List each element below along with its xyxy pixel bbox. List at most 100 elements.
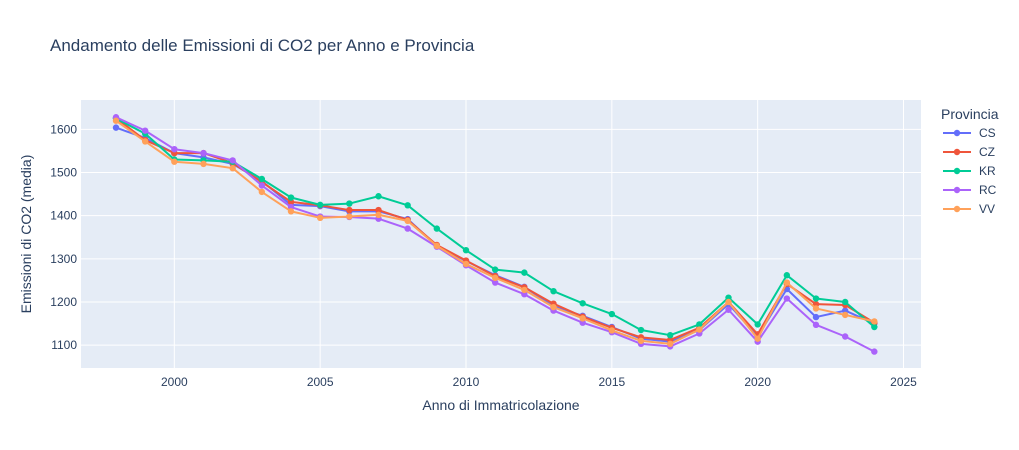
data-point-kr[interactable] (550, 287, 557, 295)
legend-title: Provincia (941, 106, 999, 122)
data-point-rc[interactable] (491, 279, 499, 286)
data-point-vv[interactable] (754, 335, 761, 342)
x-tick-label: 2010 (453, 375, 480, 389)
data-point-rc[interactable] (229, 157, 236, 164)
series-layer (112, 114, 878, 355)
data-point-cz[interactable] (346, 206, 353, 214)
legend-label: CS (979, 126, 996, 140)
data-point-vv[interactable] (229, 164, 236, 172)
data-point-vv[interactable] (491, 274, 499, 281)
data-point-vv[interactable] (841, 311, 849, 319)
data-point-rc[interactable] (841, 333, 849, 340)
data-point-vv[interactable] (375, 211, 382, 218)
gridlines (81, 100, 921, 368)
data-point-vv[interactable] (346, 213, 353, 220)
data-point-vv[interactable] (112, 117, 120, 124)
data-point-kr[interactable] (608, 310, 616, 318)
x-axis-ticks: 2000 2005 2010 2015 2020 2025 (161, 375, 917, 389)
data-point-kr[interactable] (462, 246, 470, 254)
legend-item-kr[interactable]: KR (943, 164, 996, 178)
x-axis-title: Anno di Immatricolazione (422, 397, 579, 413)
data-point-rc[interactable] (783, 295, 791, 302)
x-tick-label: 2015 (598, 375, 625, 389)
plot-area (81, 100, 921, 368)
data-point-kr[interactable] (637, 326, 645, 334)
legend-item-rc[interactable]: RC (943, 183, 997, 197)
data-point-kr[interactable] (696, 321, 703, 328)
data-point-vv[interactable] (462, 260, 470, 268)
legend-marker (953, 205, 961, 213)
y-tick-label: 1300 (50, 252, 77, 266)
data-point-kr[interactable] (666, 332, 674, 339)
data-point-kr[interactable] (491, 266, 499, 273)
data-point-kr[interactable] (404, 202, 411, 209)
data-point-vv[interactable] (171, 158, 178, 165)
legend-label: CZ (979, 145, 995, 159)
data-point-kr[interactable] (316, 201, 324, 209)
data-point-vv[interactable] (637, 337, 645, 345)
data-point-rc[interactable] (200, 149, 207, 157)
data-point-kr[interactable] (812, 295, 820, 302)
y-tick-label: 1600 (50, 122, 77, 136)
chart-title: Andamento delle Emissioni di CO2 per Ann… (50, 36, 475, 55)
data-point-vv[interactable] (871, 318, 878, 325)
data-point-kr[interactable] (346, 200, 353, 207)
data-point-rc[interactable] (258, 182, 266, 189)
legend-label: VV (979, 202, 995, 216)
legend-marker (953, 167, 961, 175)
data-point-vv[interactable] (666, 340, 674, 348)
data-point-vv[interactable] (141, 138, 149, 145)
data-point-rc[interactable] (812, 321, 820, 329)
data-point-vv[interactable] (200, 160, 207, 168)
data-point-cs[interactable] (812, 313, 820, 321)
data-point-kr[interactable] (783, 272, 791, 279)
y-tick-label: 1200 (50, 295, 77, 309)
x-tick-label: 2020 (744, 375, 771, 389)
data-point-vv[interactable] (521, 286, 528, 294)
y-axis-ticks: 1100 1200 1300 1400 1500 1600 (50, 122, 77, 352)
data-point-vv[interactable] (812, 305, 820, 312)
data-point-vv[interactable] (696, 326, 703, 333)
data-point-kr[interactable] (579, 300, 586, 307)
data-point-rc[interactable] (171, 146, 178, 153)
data-point-rc[interactable] (404, 225, 411, 232)
data-point-rc[interactable] (725, 306, 732, 313)
x-tick-label: 2025 (890, 375, 917, 389)
data-point-kr[interactable] (754, 321, 761, 328)
data-point-kr[interactable] (287, 194, 295, 201)
data-point-kr[interactable] (375, 193, 382, 200)
series-vv (112, 117, 878, 348)
data-point-vv[interactable] (783, 279, 791, 286)
legend-item-cs[interactable]: CS (943, 126, 996, 140)
data-point-kr[interactable] (258, 175, 266, 183)
data-point-cz[interactable] (375, 206, 382, 214)
data-point-vv[interactable] (608, 327, 616, 334)
legend-marker (953, 129, 961, 137)
data-point-vv[interactable] (404, 217, 411, 225)
data-point-kr[interactable] (433, 225, 441, 232)
legend-item-vv[interactable]: VV (943, 202, 995, 216)
data-point-vv[interactable] (433, 242, 441, 250)
data-point-kr[interactable] (871, 323, 878, 331)
legend-marker (953, 148, 961, 156)
data-point-rc[interactable] (871, 348, 878, 355)
data-point-vv[interactable] (258, 188, 266, 196)
y-tick-label: 1100 (51, 338, 77, 352)
x-tick-label: 2000 (161, 375, 188, 389)
data-point-cs[interactable] (112, 124, 120, 131)
data-point-vv[interactable] (287, 208, 295, 215)
legend-item-cz[interactable]: CZ (943, 145, 995, 159)
legend-label: KR (979, 164, 996, 178)
data-point-vv[interactable] (579, 315, 586, 322)
data-point-vv[interactable] (316, 214, 324, 222)
y-axis-title: Emissioni di CO2 (media) (18, 155, 34, 314)
data-point-rc[interactable] (141, 127, 149, 134)
data-point-vv[interactable] (725, 298, 732, 306)
legend: Provincia CS CZ KR RC VV (941, 106, 999, 216)
data-point-kr[interactable] (841, 298, 849, 306)
data-point-vv[interactable] (550, 303, 557, 311)
x-tick-label: 2005 (307, 375, 334, 389)
y-tick-label: 1500 (50, 166, 77, 180)
data-point-kr[interactable] (521, 269, 528, 276)
